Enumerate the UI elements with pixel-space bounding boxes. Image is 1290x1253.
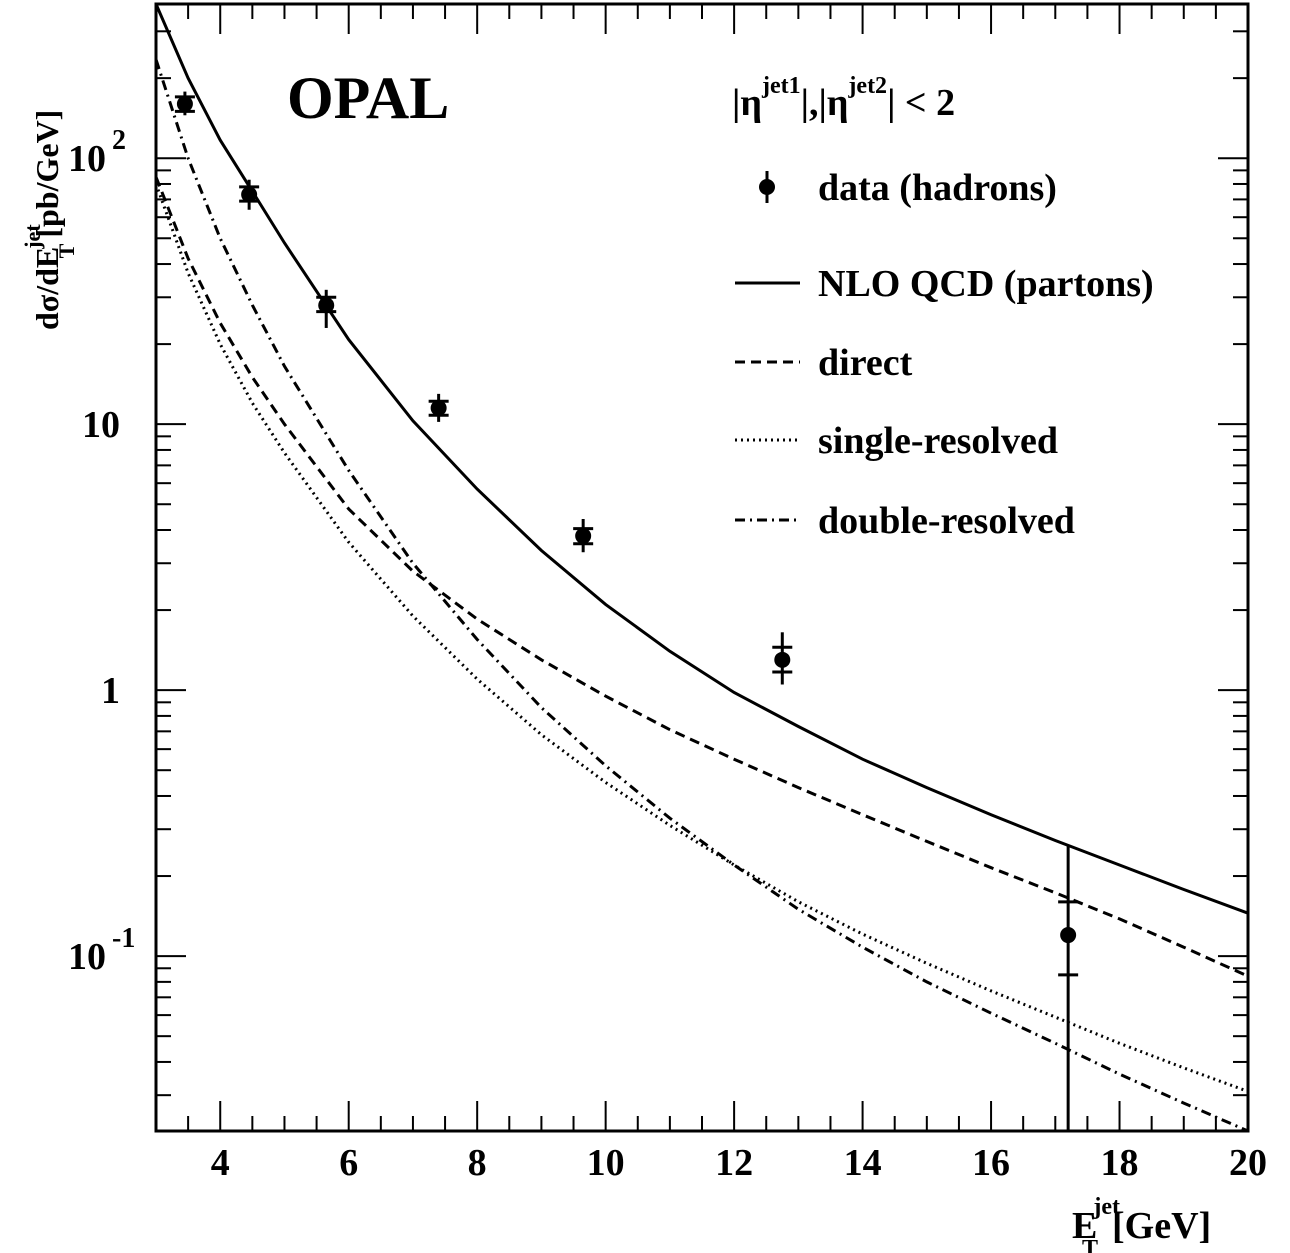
data-point	[176, 95, 193, 112]
chart-title: OPAL	[287, 65, 449, 131]
y-tick-label: 10	[82, 404, 120, 446]
x-tick-label: 16	[972, 1142, 1010, 1184]
x-tick-label: 10	[587, 1142, 625, 1184]
data-point	[430, 400, 447, 417]
x-tick-label: 6	[339, 1142, 358, 1184]
legend-label-double-resolved: double-resolved	[818, 500, 1075, 542]
x-axis-label: Ejet T[GeV]	[1072, 1194, 1211, 1253]
curves-group	[154, 3, 1249, 1133]
y-tick-label: 1	[101, 670, 120, 712]
cut-label: |ηjet1|,|ηjet2| < 2	[732, 73, 955, 124]
y-tick-label: 10	[68, 138, 106, 180]
legend-label-nlo: NLO QCD (partons)	[818, 263, 1154, 305]
legend-item-single-resolved: single-resolved	[735, 420, 1058, 462]
series-line-single-resolved	[154, 183, 1249, 1093]
legend-item-direct: direct	[735, 342, 913, 384]
series-line-double-resolved	[154, 59, 1249, 1133]
x-tick-label: 4	[211, 1142, 230, 1184]
legend: data (hadrons) NLO QCD (partons) direct …	[735, 167, 1154, 542]
legend-label-direct: direct	[818, 342, 913, 384]
series-line-direct	[154, 176, 1249, 978]
y-tick-label: 10	[68, 936, 106, 978]
legend-marker-point	[759, 179, 775, 195]
data-point	[774, 651, 791, 668]
legend-label-single-resolved: single-resolved	[818, 420, 1058, 462]
y-axis-label: dσ/dEjetT[pb/GeV]	[20, 110, 79, 330]
legend-item-double-resolved: double-resolved	[735, 500, 1075, 542]
ticks-group	[155, 4, 1249, 1131]
legend-label-data: data (hadrons)	[818, 167, 1057, 209]
x-tick-label: 14	[844, 1142, 882, 1184]
y-tick-label-exponent: -1	[112, 923, 135, 954]
series-line-nlo-qcd-partons	[154, 3, 1249, 915]
legend-item-data: data (hadrons)	[759, 167, 1057, 209]
x-tick-label: 20	[1229, 1142, 1267, 1184]
data-points-group	[174, 91, 1079, 1131]
plot-frame	[154, 2, 1250, 1133]
y-tick-label-exponent: 2	[112, 125, 126, 156]
data-point	[575, 527, 592, 544]
data-point	[1060, 927, 1077, 944]
x-tick-label: 8	[468, 1142, 487, 1184]
data-point	[318, 297, 335, 314]
x-tick-label: 12	[715, 1142, 753, 1184]
x-tick-label: 18	[1101, 1142, 1139, 1184]
legend-item-nlo: NLO QCD (partons)	[735, 263, 1154, 305]
data-point	[241, 186, 258, 203]
